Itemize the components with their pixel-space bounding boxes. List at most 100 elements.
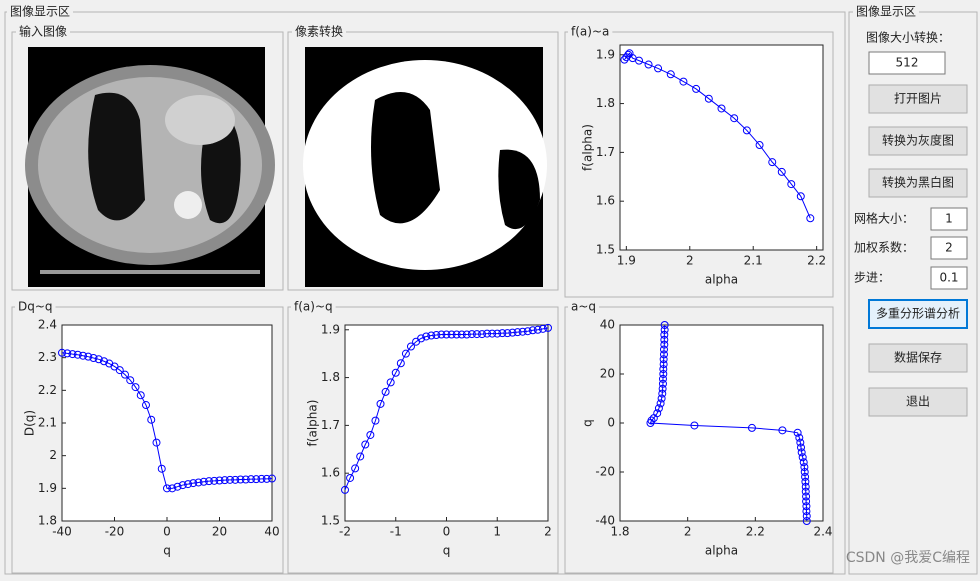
data-point bbox=[199, 477, 208, 486]
input-image-panel bbox=[11, 31, 284, 291]
data-point bbox=[508, 328, 517, 337]
weight-input[interactable]: 2 bbox=[930, 236, 968, 260]
data-point bbox=[346, 473, 355, 482]
data-point bbox=[386, 378, 395, 387]
data-point bbox=[802, 517, 811, 525]
data-point bbox=[142, 401, 150, 410]
grid-value: 1 bbox=[945, 212, 953, 226]
data-point bbox=[247, 475, 255, 484]
data-point bbox=[168, 484, 177, 493]
exit-button[interactable]: 退出 bbox=[868, 387, 968, 417]
data-point bbox=[493, 329, 502, 338]
analyze-button[interactable]: 多重分形谱分析 bbox=[868, 299, 968, 329]
open-button[interactable]: 打开图片 bbox=[868, 84, 968, 114]
title-bg bbox=[568, 299, 600, 315]
y-tick-label: 1.9 bbox=[596, 47, 615, 61]
data-point bbox=[257, 474, 266, 483]
x-axis-label: q bbox=[443, 544, 451, 558]
data-point bbox=[356, 452, 365, 461]
button-label: 退出 bbox=[906, 395, 930, 409]
y-tick-label: 1.9 bbox=[321, 322, 340, 336]
chart-title: a~q bbox=[571, 300, 596, 314]
y-tick-label: 1.9 bbox=[38, 481, 57, 495]
data-point bbox=[361, 440, 370, 449]
data-point bbox=[184, 480, 192, 489]
data-point bbox=[498, 329, 507, 338]
step-input[interactable]: 0.1 bbox=[930, 266, 968, 290]
data-point bbox=[147, 415, 156, 424]
data-point bbox=[659, 345, 668, 354]
data-point bbox=[518, 327, 527, 336]
button-label: 转换为灰度图 bbox=[882, 133, 954, 148]
data-line bbox=[649, 325, 808, 521]
y-axis-label: f(alpha) bbox=[581, 124, 595, 171]
x-tick-label: 2.2 bbox=[746, 525, 765, 539]
data-point bbox=[341, 485, 349, 494]
y-tick-label: 1.5 bbox=[321, 514, 340, 528]
data-point bbox=[131, 383, 140, 392]
data-point bbox=[801, 477, 810, 486]
panel-title: 图像显示区 bbox=[856, 5, 916, 19]
x-tick-label: 2.4 bbox=[813, 525, 832, 539]
data-point bbox=[797, 443, 806, 452]
title-bg bbox=[15, 299, 56, 315]
data-point bbox=[660, 340, 669, 349]
save-button[interactable]: 数据保存 bbox=[868, 343, 968, 373]
x-tick-label: 1.8 bbox=[610, 525, 629, 539]
data-point bbox=[268, 474, 276, 483]
y-tick-label: 1.8 bbox=[321, 370, 340, 384]
x-tick-label: 20 bbox=[212, 525, 227, 539]
y-axis-label: f(alpha) bbox=[306, 400, 320, 447]
data-point bbox=[659, 365, 668, 374]
y-tick-label: 1.5 bbox=[596, 243, 615, 257]
data-point bbox=[215, 476, 224, 485]
main-panel bbox=[4, 11, 846, 575]
data-point bbox=[205, 477, 213, 486]
data-point bbox=[437, 330, 446, 339]
binary-image bbox=[303, 47, 547, 287]
data-point bbox=[84, 352, 93, 361]
button-label: 多重分形谱分析 bbox=[876, 307, 960, 321]
data-point bbox=[94, 355, 103, 364]
title-bg bbox=[7, 4, 74, 20]
data-point bbox=[189, 479, 198, 488]
data-point bbox=[467, 330, 476, 339]
data-point bbox=[73, 350, 82, 359]
x-tick-label: 40 bbox=[264, 525, 279, 539]
size-input[interactable]: 512 bbox=[868, 51, 946, 75]
plot-area bbox=[344, 324, 549, 522]
data-point bbox=[351, 464, 360, 473]
data-point bbox=[173, 482, 182, 491]
button-label: 数据保存 bbox=[894, 350, 942, 365]
data-point bbox=[660, 335, 669, 344]
y-tick-label: 1.8 bbox=[38, 514, 57, 528]
data-point bbox=[802, 497, 811, 506]
data-point bbox=[100, 357, 108, 366]
data-point bbox=[194, 478, 203, 487]
data-point bbox=[659, 370, 668, 378]
data-point bbox=[647, 416, 656, 425]
data-point bbox=[152, 438, 161, 447]
data-point bbox=[704, 94, 713, 103]
data-point bbox=[366, 430, 375, 439]
bw-button[interactable]: 转换为黑白图 bbox=[868, 168, 968, 198]
y-tick-label: 1.6 bbox=[321, 466, 340, 480]
watermark: CSDN @我爱C编程 bbox=[846, 550, 970, 566]
x-axis-label: alpha bbox=[705, 273, 738, 287]
data-point bbox=[462, 330, 471, 339]
gray-button[interactable]: 转换为灰度图 bbox=[868, 126, 968, 156]
data-point bbox=[653, 409, 662, 418]
grid-input[interactable]: 1 bbox=[930, 207, 968, 231]
x-tick-label: 0 bbox=[163, 525, 171, 539]
y-tick-label: 1.7 bbox=[596, 145, 615, 159]
data-point bbox=[800, 468, 809, 476]
y-tick-label: 1.8 bbox=[596, 96, 615, 110]
data-point bbox=[544, 323, 552, 332]
data-point bbox=[391, 368, 400, 377]
y-axis-label: q bbox=[581, 419, 595, 427]
data-point bbox=[157, 464, 166, 473]
x-tick-label: -20 bbox=[105, 525, 125, 539]
data-point bbox=[528, 326, 537, 335]
x-axis-label: alpha bbox=[705, 544, 738, 558]
